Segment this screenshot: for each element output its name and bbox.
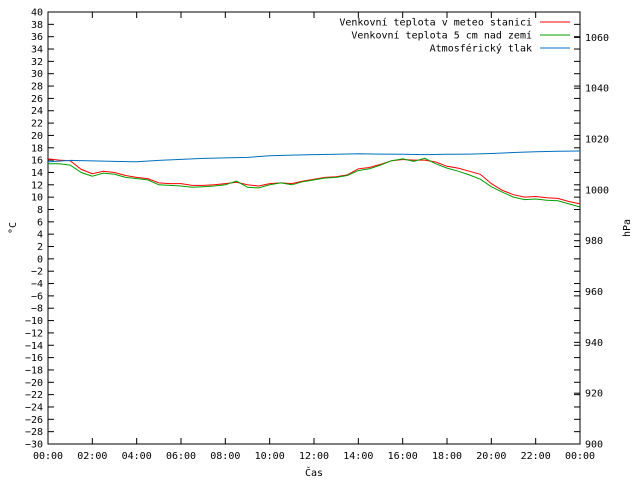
- y-tick-label: 28: [31, 82, 43, 93]
- y2-tick-label: 1060: [585, 33, 609, 44]
- x-tick-label: 00:00: [33, 451, 63, 462]
- legend-label-2: Atmosférický tlak: [430, 43, 532, 55]
- y-axis-title: °C: [8, 222, 19, 234]
- y-tick-label: −20: [25, 378, 43, 389]
- y-tick-label: 0: [37, 254, 43, 265]
- y-tick-label: −22: [25, 390, 43, 401]
- y2-tick-label: 960: [585, 287, 603, 298]
- y-tick-label: 22: [31, 119, 43, 130]
- y-tick-label: −12: [25, 328, 43, 339]
- y-tick-label: 18: [31, 143, 43, 154]
- y-tick-label: −30: [25, 440, 43, 451]
- y-tick-label: 26: [31, 94, 43, 105]
- y2-tick-label: 900: [585, 440, 603, 451]
- y-tick-label: −28: [25, 427, 43, 438]
- y2-tick-label: 920: [585, 389, 603, 400]
- x-tick-label: 18:00: [432, 451, 462, 462]
- y-tick-label: 8: [37, 205, 43, 216]
- y-tick-label: −24: [25, 402, 43, 413]
- y2-tick-label: 980: [585, 236, 603, 247]
- x-tick-label: 08:00: [210, 451, 240, 462]
- plot-frame: [47, 11, 581, 445]
- y-tick-label: 34: [31, 45, 43, 56]
- y-tick-label: −4: [31, 279, 43, 290]
- y2-tick-label: 1040: [585, 84, 609, 95]
- series-line-0: [47, 158, 581, 205]
- left-axis: 4038363432302826242220181614121086420−2−…: [25, 8, 580, 451]
- legend-label-0: Venkovní teplota v meteo stanici: [339, 17, 532, 29]
- series-group: [47, 150, 581, 208]
- legend-label-1: Venkovní teplota 5 cm nad zemí: [351, 30, 532, 42]
- x-tick-label: 22:00: [521, 451, 551, 462]
- x-tick-label: 10:00: [255, 451, 285, 462]
- y-tick-label: −8: [31, 304, 43, 315]
- x-tick-label: 16:00: [388, 451, 418, 462]
- y-tick-label: 14: [31, 168, 43, 179]
- legend: Venkovní teplota v meteo staniciVenkovní…: [339, 17, 570, 55]
- x-tick-label: 02:00: [77, 451, 107, 462]
- y-tick-label: 4: [37, 230, 43, 241]
- y-tick-label: −26: [25, 415, 43, 426]
- x-axis-title: Čas: [305, 466, 323, 479]
- y2-tick-label: 1020: [585, 135, 609, 146]
- right-axis: 1060 1040 1020 1000 980 960 940 920 900: [574, 33, 609, 451]
- series-line-2: [47, 150, 581, 163]
- x-tick-label: 04:00: [122, 451, 152, 462]
- y2-tick-label: 940: [585, 338, 603, 349]
- y2-axis-title: hPa: [622, 219, 633, 237]
- y-tick-label: 32: [31, 57, 43, 68]
- y-tick-label: −10: [25, 316, 43, 327]
- y-tick-label: 40: [31, 8, 43, 19]
- series-line-1: [48, 157, 581, 208]
- x-tick-label: 06:00: [166, 451, 196, 462]
- y-tick-label: −14: [25, 341, 43, 352]
- y-tick-label: 20: [31, 131, 43, 142]
- y-tick-label: −2: [31, 267, 43, 278]
- y-tick-label: −6: [31, 291, 43, 302]
- y-tick-label: 16: [31, 156, 43, 167]
- y-tick-label: 38: [31, 20, 43, 31]
- x-tick-label: 00:00: [565, 451, 595, 462]
- y-tick-label: 30: [31, 69, 43, 80]
- y-tick-label: −16: [25, 353, 43, 364]
- y-tick-label: 24: [31, 106, 43, 117]
- x-tick-label: 20:00: [476, 451, 506, 462]
- y-tick-label: 36: [31, 32, 43, 43]
- x-tick-label: 14:00: [343, 451, 373, 462]
- y2-tick-label: 1000: [585, 185, 609, 196]
- y-tick-label: 12: [31, 180, 43, 191]
- x-tick-label: 12:00: [299, 451, 329, 462]
- y-tick-label: 6: [37, 217, 43, 228]
- x-axis: 00:00 02:00 04:00 06:00 08:00 10:00 12:00 14:00…: [33, 12, 595, 462]
- y-tick-label: −18: [25, 365, 43, 376]
- y-tick-label: 2: [37, 242, 43, 253]
- y-tick-label: 10: [31, 193, 43, 204]
